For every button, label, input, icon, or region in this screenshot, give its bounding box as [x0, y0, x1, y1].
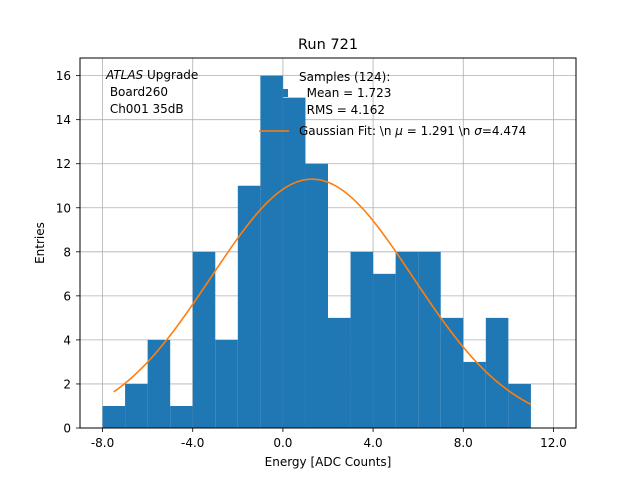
legend-hist-line-3: RMS = 4.162	[299, 103, 385, 117]
histogram-bar	[282, 97, 306, 429]
legend-hist-line-2: Mean = 1.723	[299, 86, 391, 100]
histogram-bar	[373, 273, 396, 428]
legend-fit-sigma-symbol: σ	[474, 124, 482, 138]
histogram-bar	[328, 317, 351, 428]
y-tick-label: 16	[56, 69, 71, 83]
y-axis-label: Entries	[33, 222, 47, 264]
histogram-bar	[350, 251, 374, 428]
x-tick-label: 8.0	[454, 436, 473, 450]
histogram-bar	[485, 317, 509, 428]
histogram-bar	[147, 339, 171, 428]
y-tick-label: 6	[63, 289, 71, 303]
chart-title: Run 721	[298, 37, 358, 53]
histogram-bar	[440, 317, 464, 428]
y-tick-label: 2	[63, 377, 71, 391]
x-tick-label: -4.0	[181, 436, 204, 450]
annotation-upgrade: Upgrade	[143, 68, 198, 82]
x-axis-ticks: -8.0 -4.0 0.0 4.0 8.0 12.0	[91, 428, 567, 450]
y-tick-label: 14	[56, 113, 71, 127]
y-axis-ticks: 0 2 4 6 8 10 12 14 16	[56, 69, 80, 436]
histogram-bar	[192, 251, 216, 428]
plot-frame	[79, 57, 577, 429]
histogram-bar	[125, 383, 148, 428]
gaussian-fit-curve	[113, 178, 532, 406]
x-tick-label: 0.0	[273, 436, 292, 450]
histogram-bar	[170, 405, 193, 428]
y-tick-label: 12	[56, 157, 71, 171]
histogram-bar	[508, 383, 531, 428]
histogram-bar	[237, 185, 261, 428]
annotation-line-3: Ch001 35dB	[106, 102, 184, 116]
gaussian-fit	[113, 178, 532, 406]
y-tick-label: 10	[56, 201, 71, 215]
legend-fit-mid: = 1.291 \n	[403, 124, 474, 138]
annotation-italic-atlas: ATLAS	[105, 68, 144, 82]
histogram-bar	[395, 251, 419, 428]
legend-hist-line-1: Samples (124):	[299, 70, 390, 84]
legend-fit-mu-symbol: μ	[394, 124, 403, 138]
atlas-annotation: ATLAS Upgrade Board260 Ch001 35dB	[105, 68, 198, 116]
legend-hist-swatch	[283, 89, 288, 97]
x-tick-label: 4.0	[364, 436, 383, 450]
y-tick-label: 8	[63, 245, 71, 259]
x-axis-label: Energy [ADC Counts]	[265, 455, 392, 469]
legend-fit-prefix: Gaussian Fit: \n	[299, 124, 395, 138]
y-tick-label: 4	[63, 333, 71, 347]
annotation-line-2: Board260	[106, 85, 168, 99]
x-tick-label: -8.0	[91, 436, 114, 450]
x-tick-label: 12.0	[540, 436, 567, 450]
legend: Samples (124): Mean = 1.723 RMS = 4.162 …	[259, 70, 526, 138]
legend-fit-suffix: =4.474	[482, 124, 526, 138]
histogram-bar	[215, 339, 238, 428]
histogram-bars	[102, 75, 531, 429]
annotation-line-1: ATLAS Upgrade	[105, 68, 198, 82]
histogram-bar	[260, 75, 283, 428]
histogram-bar	[418, 251, 441, 428]
histogram-bar	[463, 361, 486, 428]
histogram-bar	[102, 405, 126, 428]
legend-fit-label: Gaussian Fit: \n μ = 1.291 \n σ=4.474	[299, 124, 526, 138]
histogram-bar	[305, 163, 328, 428]
y-tick-label: 0	[63, 422, 71, 436]
